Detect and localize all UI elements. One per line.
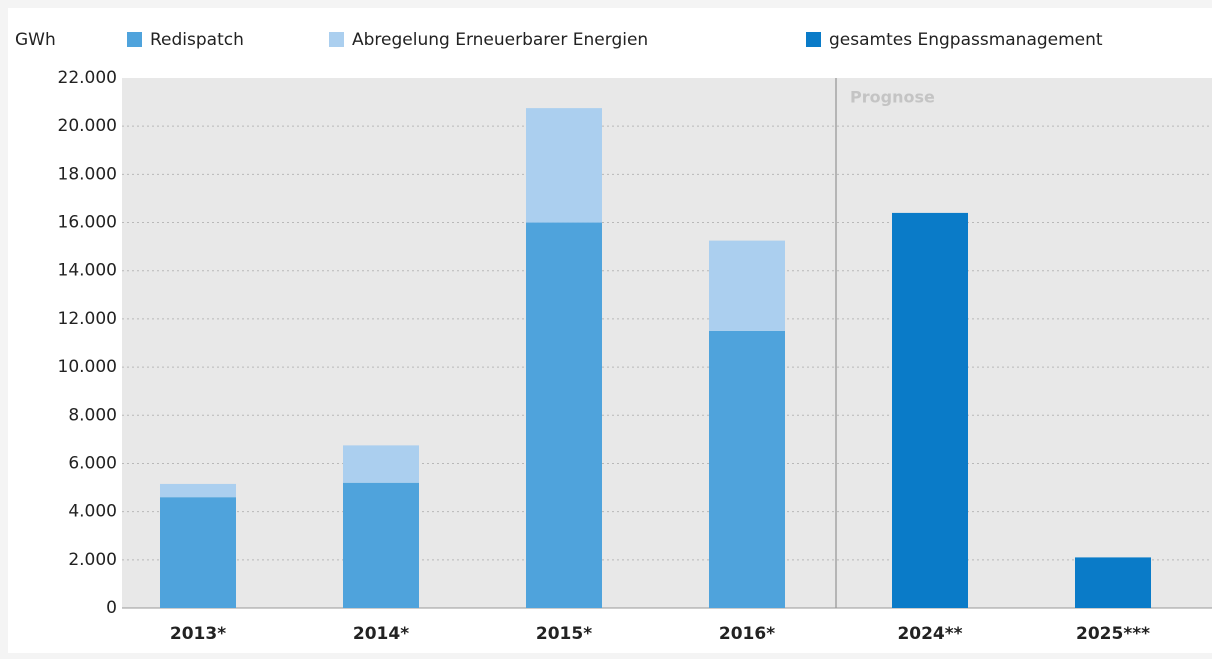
x-tick-label: 2015*	[536, 624, 592, 644]
bar	[526, 108, 602, 223]
bar	[526, 222, 602, 608]
bar	[892, 212, 968, 608]
y-tick-label: 10.000	[58, 357, 117, 377]
y-axis-label: GWh	[15, 30, 56, 50]
x-tick-label: 2016*	[719, 624, 775, 644]
y-tick-label: 18.000	[58, 164, 117, 184]
legend-label: Redispatch	[150, 30, 244, 50]
y-tick-label: 0	[106, 598, 117, 618]
x-tick-label: 2025***	[1076, 624, 1150, 644]
legend-swatch	[806, 32, 821, 47]
bar	[343, 482, 419, 608]
y-tick-label: 8.000	[68, 405, 117, 425]
bar	[1075, 557, 1151, 608]
y-tick-label: 16.000	[58, 213, 117, 233]
bar	[709, 330, 785, 608]
y-tick-label: 12.000	[58, 309, 117, 329]
x-tick-label: 2014*	[353, 624, 409, 644]
y-tick-label: 14.000	[58, 261, 117, 281]
annotation: Prognose	[850, 88, 935, 107]
bar	[709, 240, 785, 331]
bar	[343, 445, 419, 483]
y-tick-label: 6.000	[68, 453, 117, 473]
x-tick-label: 2013*	[170, 624, 226, 644]
y-tick-label: 22.000	[58, 68, 117, 88]
y-tick-label: 20.000	[58, 116, 117, 136]
bar	[160, 483, 236, 498]
legend-swatch	[329, 32, 344, 47]
x-tick-label: 2024**	[897, 624, 962, 644]
legend-swatch	[127, 32, 142, 47]
legend-label: gesamtes Engpassmanagement	[829, 30, 1103, 50]
bar	[160, 497, 236, 608]
plot-area	[122, 78, 1212, 608]
y-tick-label: 2.000	[68, 550, 117, 570]
y-tick-label: 4.000	[68, 502, 117, 522]
legend-label: Abregelung Erneuerbarer Energien	[352, 30, 648, 50]
